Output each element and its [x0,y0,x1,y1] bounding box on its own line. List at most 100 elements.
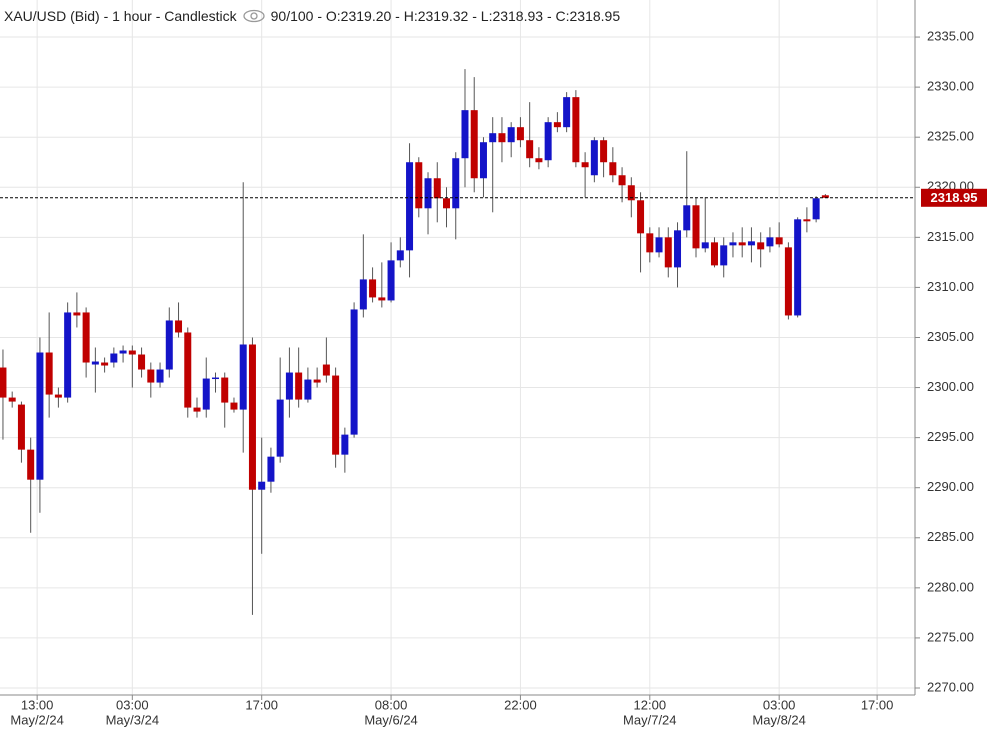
candle-body [507,127,515,143]
candle-body [766,237,774,247]
candle-body [350,309,358,435]
candle-body [627,185,635,201]
y-tick-label: 2290.00 [927,479,974,494]
candle-body [378,297,386,301]
x-tick-label: 03:00 [763,697,796,712]
y-tick-label: 2275.00 [927,629,974,644]
candle-body [359,279,367,310]
candle-body [443,198,451,209]
candle-body [0,367,7,398]
candle-body [609,162,617,176]
candle-body [683,205,691,231]
y-tick-label: 2310.00 [927,279,974,294]
chart-title: XAU/USD (Bid) - 1 hour - Candlestick [4,8,237,24]
ohlc-legend: 90/100 - O:2319.20 - H:2319.32 - L:2318.… [270,8,621,24]
candle-body [258,481,266,490]
candle-body [738,242,746,246]
x-date-label: May/2/24 [10,712,63,727]
candle-body [572,97,580,163]
candle-body [322,364,330,376]
candle-body [211,377,219,380]
candle-body [17,404,25,450]
candle-body [526,140,534,159]
candle-body [267,456,275,482]
candle-body [600,140,608,163]
last-price-box [921,188,987,207]
x-tick-label: 22:00 [504,697,537,712]
y-tick-label: 2305.00 [927,329,974,344]
candle-body [498,133,506,143]
y-tick-label: 2315.00 [927,229,974,244]
y-tick-label: 2335.00 [927,28,974,43]
candle-body [729,242,737,246]
candle-body [535,158,543,163]
x-date-label: May/3/24 [106,712,159,727]
candle-body [720,245,728,266]
candle-body [701,242,709,249]
candle-body [664,237,672,268]
candle-body [27,449,35,480]
candle-body [433,178,441,199]
candle-body [581,162,589,168]
candle-body [221,377,229,403]
x-tick-label: 17:00 [245,697,278,712]
y-tick-label: 2300.00 [927,379,974,394]
candle-body [138,354,146,370]
candle-body [165,320,173,370]
candle-body [452,158,460,209]
candle-body [692,205,700,249]
candle-body [110,353,118,363]
candle-body [156,369,164,383]
candle-body [175,320,183,333]
eye-icon[interactable] [242,9,265,23]
x-date-label: May/6/24 [364,712,417,727]
x-date-label: May/7/24 [623,712,676,727]
x-tick-label: 03:00 [116,697,149,712]
candle-body [8,397,16,402]
x-tick-label: 12:00 [634,697,667,712]
x-tick-label: 08:00 [375,697,408,712]
y-tick-label: 2295.00 [927,429,974,444]
candle-body [710,242,718,266]
candle-body [396,250,404,261]
candle-body [369,279,377,298]
candle-body [674,230,682,268]
y-tick-label: 2285.00 [927,529,974,544]
candle-body [64,312,72,398]
candle-body [821,195,829,198]
candle-body [341,434,349,455]
candle-body [36,352,44,480]
candle-body [794,219,802,316]
candle-body [489,133,497,143]
candle-body [295,372,303,400]
candle-body [239,344,247,410]
candle-body [553,122,561,128]
candle-body [276,399,284,457]
candle-body [563,97,571,128]
candle-body [803,219,811,222]
candle-body [747,241,755,246]
candle-body [655,237,663,253]
candle-body [479,142,487,179]
candle-body [544,122,552,161]
candle-body [590,140,598,176]
candle-body [304,379,312,400]
x-date-label: May/8/24 [752,712,805,727]
candle-body [285,372,293,400]
candle-body [332,375,340,455]
candle-body [54,394,62,398]
candle-body [313,379,321,383]
x-tick-label: 17:00 [861,697,894,712]
candle-body [387,260,395,301]
candle-body [637,200,645,234]
candle-body [775,237,783,245]
candle-body [147,369,155,383]
candle-body [101,362,109,366]
y-tick-label: 2330.00 [927,79,974,94]
chart-header: XAU/USD (Bid) - 1 hour - Candlestick 90/… [4,8,620,24]
candle-body [202,378,210,410]
candle-body [184,332,192,408]
y-tick-label: 2280.00 [927,579,974,594]
